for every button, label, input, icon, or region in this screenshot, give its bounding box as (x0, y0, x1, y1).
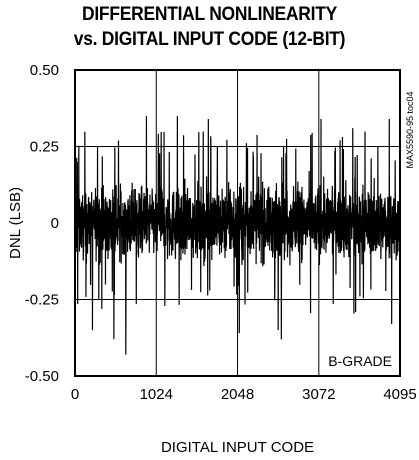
dnl-series-line (74, 115, 401, 355)
grade-annotation: B-GRADE (328, 353, 392, 369)
x-tick-label: 2048 (221, 386, 254, 403)
x-tick-labels: 0 1024 2048 3072 4095 (71, 386, 417, 403)
y-axis-label: DNL (LSB) (7, 187, 24, 259)
x-tick-label: 0 (71, 386, 79, 403)
x-axis-label: DIGITAL INPUT CODE (161, 439, 314, 456)
x-tick-label: 4095 (383, 386, 416, 403)
data-series (74, 115, 401, 355)
y-tick-label: -0.25 (25, 292, 59, 309)
chart-title-line-1: DIFFERENTIAL NONLINEARITY (82, 4, 337, 25)
figure-id: MAX5590-95 toc04 (405, 91, 415, 168)
y-tick-label: 0.50 (30, 62, 59, 79)
chart-title-line-2: vs. DIGITAL INPUT CODE (12-BIT) (73, 29, 346, 50)
x-tick-label: 3072 (302, 386, 335, 403)
y-tick-label: -0.50 (25, 368, 59, 385)
plot-frame (74, 69, 401, 377)
y-tick-labels: 0.50 0.25 0 -0.25 -0.50 (25, 62, 59, 385)
y-tick-label: 0.25 (30, 139, 59, 156)
x-tick-label: 1024 (140, 386, 173, 403)
y-tick-label: 0 (51, 215, 59, 232)
